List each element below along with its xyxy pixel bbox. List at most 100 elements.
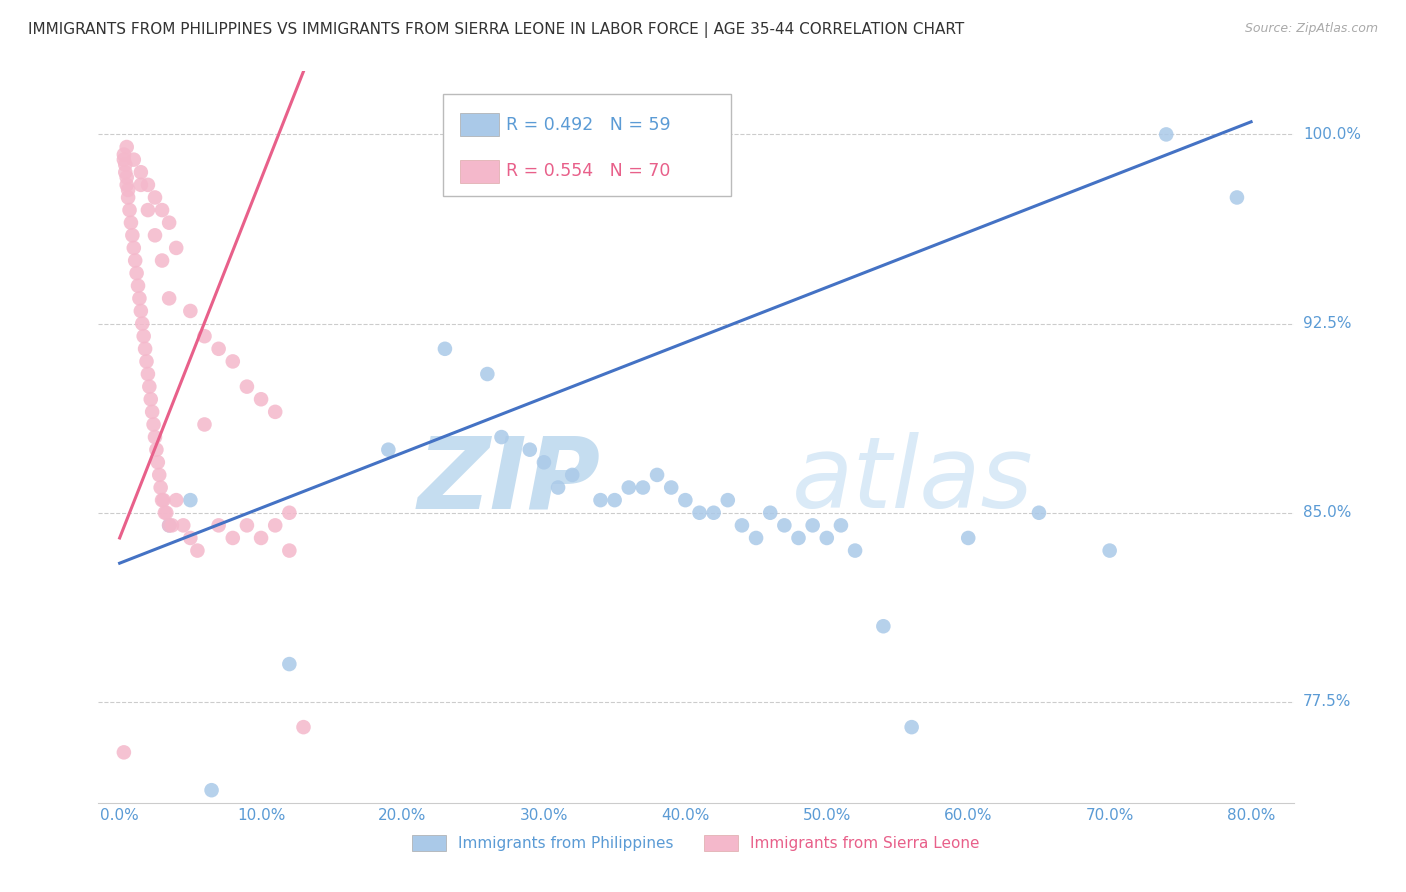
Legend: Immigrants from Philippines, Immigrants from Sierra Leone: Immigrants from Philippines, Immigrants …	[406, 830, 986, 857]
Point	[264, 405, 287, 419]
Point	[645, 467, 668, 482]
Point	[193, 417, 215, 432]
Text: R = 0.554   N = 70: R = 0.554 N = 70	[506, 162, 671, 180]
Point	[129, 165, 152, 179]
Text: R = 0.492   N = 59: R = 0.492 N = 59	[506, 116, 671, 134]
Point	[112, 745, 135, 759]
Point	[731, 518, 754, 533]
Point	[278, 506, 301, 520]
Point	[139, 392, 162, 407]
Point	[150, 253, 173, 268]
Point	[120, 216, 142, 230]
Point	[157, 518, 180, 533]
Point	[118, 203, 141, 218]
Point	[129, 178, 152, 192]
Text: 100.0%: 100.0%	[1303, 127, 1361, 142]
Point	[148, 467, 170, 482]
Point	[135, 354, 157, 368]
Point	[477, 367, 499, 381]
Point	[433, 342, 456, 356]
Point	[186, 543, 208, 558]
Point	[136, 367, 159, 381]
Point	[773, 518, 796, 533]
Text: 85.0%: 85.0%	[1303, 505, 1351, 520]
Point	[1154, 128, 1177, 142]
Point	[114, 158, 136, 172]
Point	[152, 493, 174, 508]
Point	[132, 329, 155, 343]
Point	[142, 417, 165, 432]
Point	[124, 253, 146, 268]
Text: atlas: atlas	[792, 433, 1033, 530]
Point	[122, 153, 145, 167]
Point	[165, 241, 187, 255]
Text: IMMIGRANTS FROM PHILIPPINES VS IMMIGRANTS FROM SIERRA LEONE IN LABOR FORCE | AGE: IMMIGRANTS FROM PHILIPPINES VS IMMIGRANT…	[28, 22, 965, 38]
Point	[115, 140, 138, 154]
Point	[115, 170, 138, 185]
Point	[157, 291, 180, 305]
Point	[179, 531, 201, 545]
Point	[717, 493, 740, 508]
Point	[278, 543, 301, 558]
Point	[703, 506, 725, 520]
Point	[157, 216, 180, 230]
Point	[589, 493, 612, 508]
Point	[143, 190, 166, 204]
Point	[236, 518, 259, 533]
Point	[179, 493, 201, 508]
Point	[631, 481, 654, 495]
Point	[787, 531, 810, 545]
Point	[264, 518, 287, 533]
Point	[844, 543, 866, 558]
Point	[143, 430, 166, 444]
Point	[112, 147, 135, 161]
Point	[155, 506, 177, 520]
Point	[1028, 506, 1050, 520]
Point	[131, 317, 153, 331]
Point	[222, 354, 245, 368]
Point	[172, 518, 194, 533]
Point	[561, 467, 583, 482]
Point	[547, 481, 569, 495]
Point	[143, 228, 166, 243]
Point	[689, 506, 711, 520]
Point	[117, 190, 139, 204]
Point	[673, 493, 696, 508]
Point	[659, 481, 682, 495]
Point	[236, 379, 259, 393]
Point	[208, 342, 231, 356]
Point	[603, 493, 626, 508]
Point	[759, 506, 782, 520]
Point	[153, 506, 176, 520]
Point	[136, 178, 159, 192]
Point	[145, 442, 167, 457]
Point	[125, 266, 148, 280]
Point	[278, 657, 301, 671]
Point	[830, 518, 852, 533]
Point	[250, 392, 273, 407]
Point	[957, 531, 980, 545]
Point	[114, 165, 136, 179]
Point	[150, 203, 173, 218]
Point	[1098, 543, 1121, 558]
Point	[200, 783, 222, 797]
Point	[136, 203, 159, 218]
Point	[250, 531, 273, 545]
Text: ZIP: ZIP	[418, 433, 600, 530]
Text: 77.5%: 77.5%	[1303, 694, 1351, 709]
Point	[900, 720, 922, 734]
Point	[617, 481, 640, 495]
Point	[519, 442, 541, 457]
Point	[112, 153, 135, 167]
Point	[149, 481, 172, 495]
Point	[745, 531, 768, 545]
Point	[115, 178, 138, 192]
Point	[129, 304, 152, 318]
Point	[533, 455, 555, 469]
Point	[121, 228, 143, 243]
Point	[146, 455, 169, 469]
Point	[128, 291, 150, 305]
Point	[134, 342, 156, 356]
Text: 92.5%: 92.5%	[1303, 316, 1351, 331]
Point	[141, 405, 163, 419]
